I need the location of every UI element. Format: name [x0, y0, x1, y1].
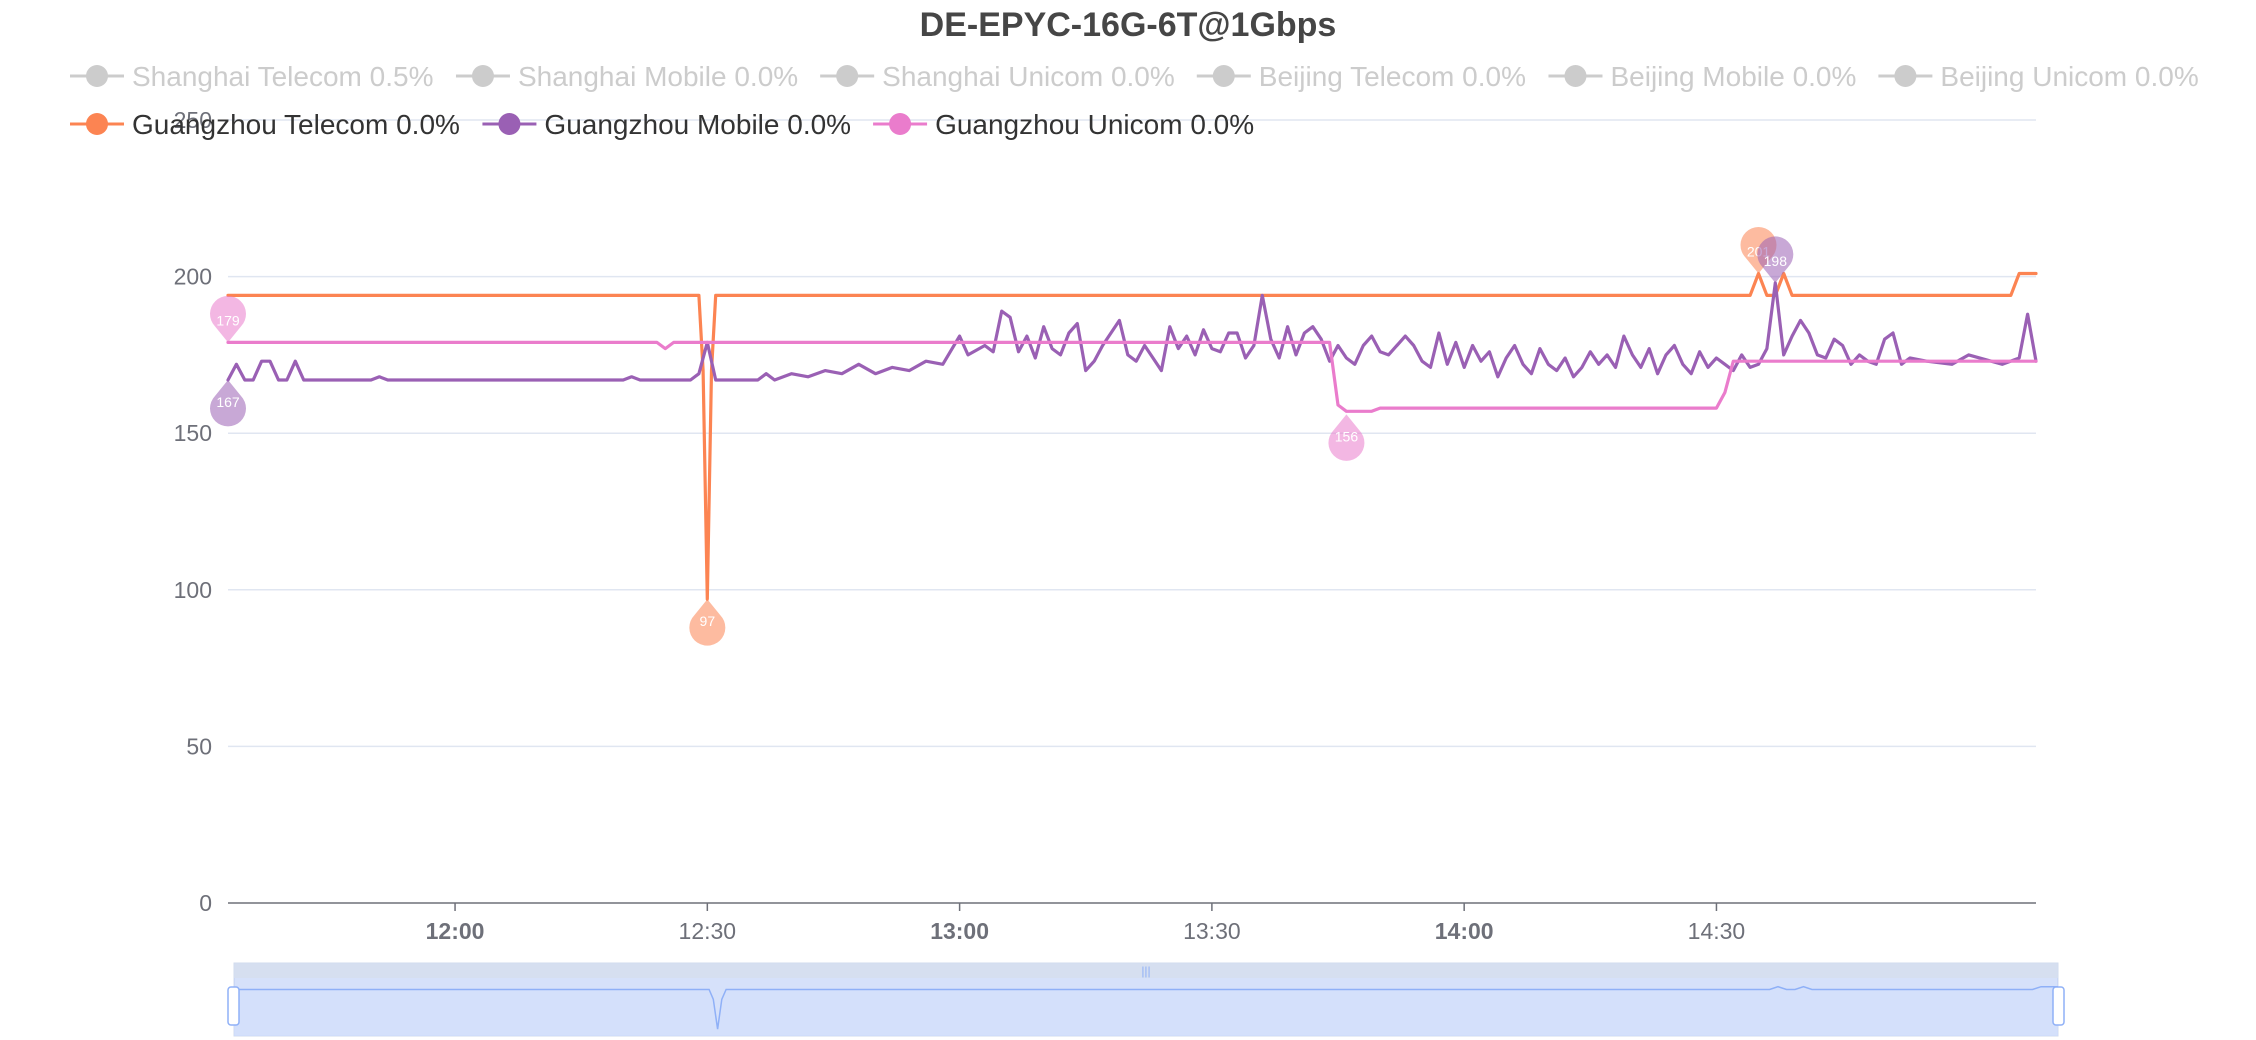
legend-label: Guangzhou Telecom 0.0%: [132, 109, 460, 140]
pin-label: 167: [216, 394, 240, 410]
pin-shape: [1328, 414, 1365, 461]
legend-label: Guangzhou Mobile 0.0%: [544, 109, 851, 140]
legend-item[interactable]: Guangzhou Mobile 0.0%: [482, 109, 851, 140]
pin-shape: [1757, 236, 1794, 283]
legend-dot: [836, 65, 859, 87]
legend-dot: [1212, 65, 1235, 87]
pin-label: 97: [700, 613, 716, 629]
y-tick-label: 0: [199, 890, 212, 916]
legend-label: Shanghai Unicom 0.0%: [882, 61, 1175, 92]
series-line: [226, 340, 2038, 413]
zoom-drag-glyph[interactable]: |||: [1141, 964, 1150, 978]
zoom-handle-right[interactable]: [2052, 986, 2065, 1026]
pin-label: 198: [1764, 253, 1788, 269]
x-tick-label: 12:00: [426, 918, 485, 944]
legend-dot: [1564, 65, 1587, 87]
legend-label: Beijing Mobile 0.0%: [1610, 61, 1856, 92]
legend-dot: [471, 65, 494, 87]
y-tick-label: 150: [174, 420, 212, 446]
legend-dot: [889, 113, 912, 135]
data-zoom-slider[interactable]: |||: [227, 962, 2065, 1037]
y-tick-label: 100: [174, 577, 212, 603]
series-line: [226, 281, 2038, 382]
legend-label: Beijing Unicom 0.0%: [1940, 61, 2198, 92]
x-tick-label: 14:00: [1435, 918, 1494, 944]
legend-item[interactable]: Shanghai Mobile 0.0%: [455, 61, 798, 92]
pin-shape: [210, 295, 247, 343]
chart-title: DE-EPYC-16G-6T@1Gbps: [920, 6, 1337, 44]
pin-shape: [689, 599, 726, 646]
y-tick-label: 250: [174, 107, 212, 133]
pin-marker: 156: [1328, 414, 1365, 461]
legend-item[interactable]: Shanghai Unicom 0.0%: [820, 61, 1175, 92]
pin-label: 156: [1335, 428, 1359, 444]
legend-item[interactable]: Beijing Telecom 0.0%: [1196, 61, 1526, 92]
axes: 0 50 100 150 200 250 12:00 12:30 13:00 13:30 14:00…: [174, 107, 2036, 944]
y-tick-label: 50: [186, 733, 212, 759]
legend-item[interactable]: Beijing Unicom 0.0%: [1878, 61, 2199, 92]
legend-label: Beijing Telecom 0.0%: [1259, 61, 1526, 92]
series-lines: [226, 271, 2038, 601]
pin-marker: 167: [210, 379, 247, 427]
y-tick-label: 200: [174, 264, 212, 290]
pin-marker: 179: [210, 295, 247, 343]
pin-marker: 97: [689, 599, 726, 646]
x-tick-label: 14:30: [1688, 918, 1746, 944]
zoom-preview-area: [234, 986, 2058, 1036]
zoom-handle-left[interactable]: [227, 986, 240, 1026]
min-max-markers: 20197198167179156: [210, 227, 1794, 646]
pin-marker: 198: [1757, 236, 1794, 283]
legend-dot: [86, 65, 108, 87]
legend-label: Shanghai Telecom 0.5%: [132, 61, 433, 92]
x-tick-label: 13:30: [1183, 918, 1241, 944]
legend-dot: [1894, 65, 1917, 87]
zoom-move-bar[interactable]: [234, 963, 2058, 978]
legend-item[interactable]: Guangzhou Unicom 0.0%: [873, 109, 1254, 140]
x-tick-label: 13:00: [930, 918, 989, 944]
pin-label: 179: [216, 312, 240, 328]
zoom-preview-line: [234, 985, 2058, 1030]
legend-item[interactable]: Shanghai Telecom 0.5%: [70, 61, 433, 92]
legend-label: Guangzhou Unicom 0.0%: [935, 109, 1254, 140]
pin-shape: [210, 379, 247, 427]
series-line: [226, 271, 2038, 601]
x-tick-label: 12:30: [679, 918, 737, 944]
legend-dot: [498, 113, 521, 135]
legend-dot: [86, 113, 108, 135]
grid-lines: [228, 119, 2036, 748]
legend-label: Shanghai Mobile 0.0%: [518, 61, 798, 92]
legend-item[interactable]: Guangzhou Telecom 0.0%: [70, 109, 460, 140]
legend[interactable]: Shanghai Telecom 0.5% Shanghai Mobile 0.0…: [70, 61, 2199, 140]
legend-item[interactable]: Beijing Mobile 0.0%: [1548, 61, 1856, 92]
